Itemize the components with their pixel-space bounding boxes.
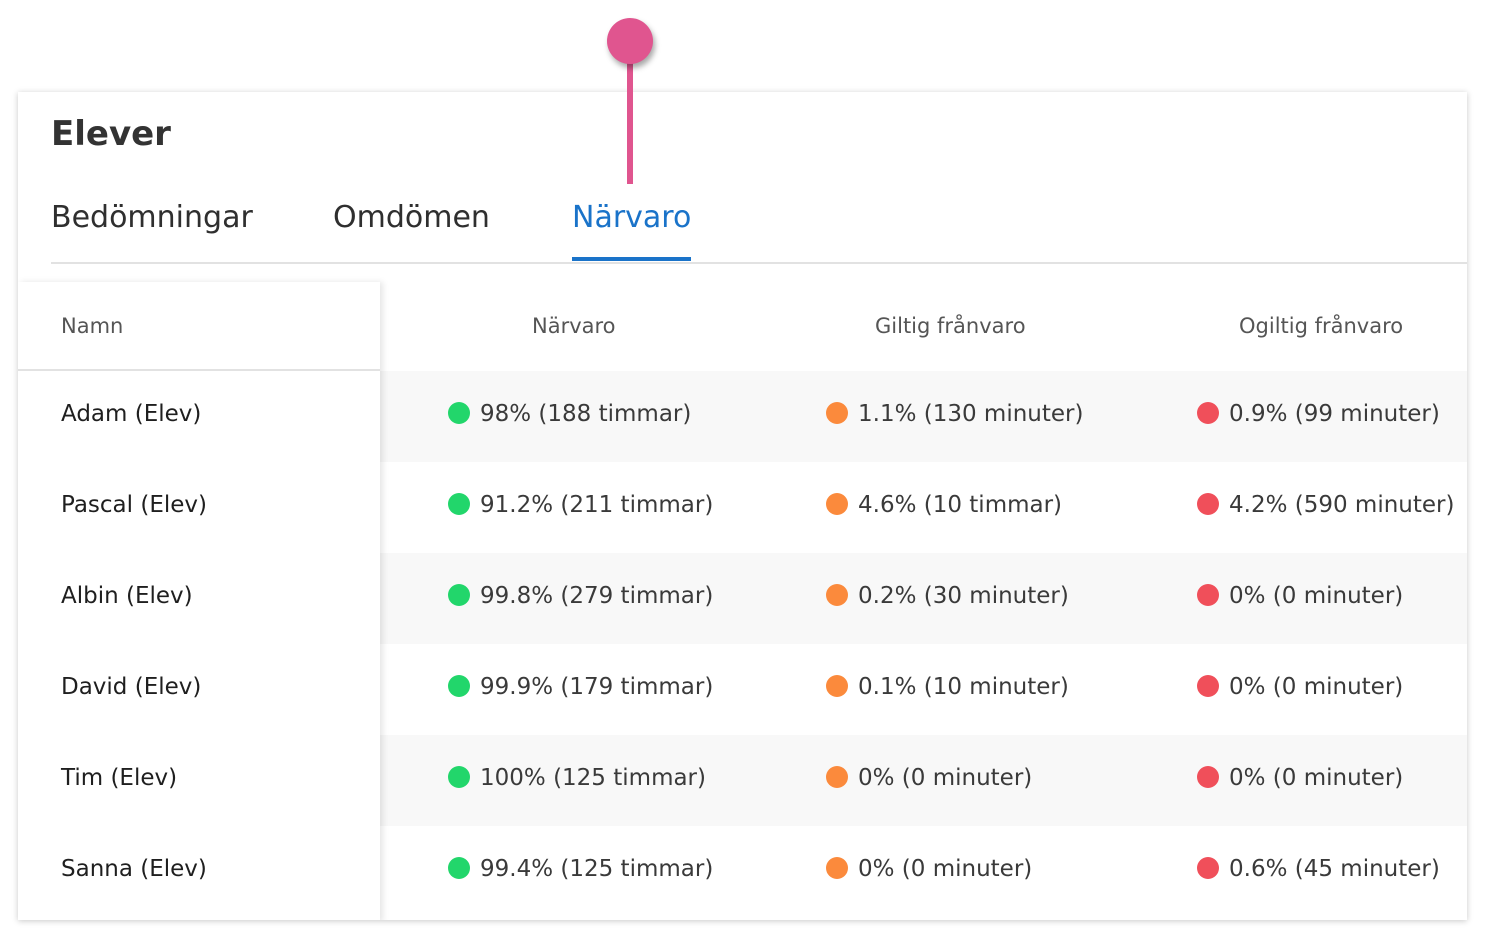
student-name[interactable]: Sanna (Elev) — [61, 856, 207, 882]
presence-cell: 99.4% (125 timmar) — [448, 856, 713, 882]
invalid-absence-cell: 0% (0 minuter) — [1197, 765, 1403, 791]
invalid-absence-value: 4.2% (590 minuter) — [1229, 492, 1455, 518]
presence-value: 99.4% (125 timmar) — [480, 856, 714, 882]
status-dot-icon — [1197, 402, 1219, 424]
tab-evaluations[interactable]: Omdömen — [333, 200, 490, 235]
pointer-marker-line — [627, 52, 633, 184]
student-name[interactable]: Albin (Elev) — [61, 583, 193, 609]
status-dot-icon — [448, 675, 470, 697]
valid-absence-value: 4.6% (10 timmar) — [858, 492, 1063, 518]
valid-absence-cell: 0.2% (30 minuter) — [826, 583, 1069, 609]
status-dot-icon — [1197, 675, 1219, 697]
name-column: Namn Adam (Elev) Pascal (Elev) Albin (Elev… — [18, 282, 380, 920]
status-dot-icon — [826, 402, 848, 424]
status-dot-icon — [448, 402, 470, 424]
presence-value: 100% (125 timmar) — [480, 765, 706, 791]
invalid-absence-cell: 0% (0 minuter) — [1197, 674, 1403, 700]
presence-value: 98% (188 timmar) — [480, 401, 692, 427]
invalid-absence-value: 0% (0 minuter) — [1229, 765, 1404, 791]
status-dot-icon — [448, 857, 470, 879]
tab-bar: Bedömningar Omdömen Närvaro — [51, 182, 1467, 264]
status-dot-icon — [1197, 857, 1219, 879]
status-dot-icon — [448, 584, 470, 606]
presence-cell: 99.8% (279 timmar) — [448, 583, 713, 609]
table-row[interactable]: 99.9% (179 timmar) 0.1% (10 minuter) 0% … — [18, 644, 1467, 735]
valid-absence-cell: 0.1% (10 minuter) — [826, 674, 1069, 700]
table-row[interactable]: 99.4% (125 timmar) 0% (0 minuter) 0.6% (… — [18, 826, 1467, 917]
status-dot-icon — [826, 584, 848, 606]
presence-value: 99.9% (179 timmar) — [480, 674, 714, 700]
divider — [18, 369, 380, 371]
presence-value: 99.8% (279 timmar) — [480, 583, 714, 609]
status-dot-icon — [448, 493, 470, 515]
valid-absence-cell: 1.1% (130 minuter) — [826, 401, 1083, 427]
presence-cell: 91.2% (211 timmar) — [448, 492, 713, 518]
presence-cell: 100% (125 timmar) — [448, 765, 706, 791]
attendance-table: Namn Adam (Elev) Pascal (Elev) Albin (Elev… — [18, 282, 1467, 920]
table-row[interactable]: 91.2% (211 timmar) 4.6% (10 timmar) 4.2%… — [18, 462, 1467, 553]
tab-assessments[interactable]: Bedömningar — [51, 200, 253, 235]
valid-absence-cell: 0% (0 minuter) — [826, 856, 1032, 882]
status-dot-icon — [826, 857, 848, 879]
student-name[interactable]: Adam (Elev) — [61, 401, 202, 427]
valid-absence-value: 0% (0 minuter) — [858, 765, 1033, 791]
status-dot-icon — [826, 675, 848, 697]
students-card: Elever Bedömningar Omdömen Närvaro Namn … — [18, 92, 1467, 920]
invalid-absence-value: 0.6% (45 minuter) — [1229, 856, 1440, 882]
student-name[interactable]: David (Elev) — [61, 674, 202, 700]
column-header-invalid-absence[interactable]: Ogiltig frånvaro — [1239, 314, 1404, 338]
invalid-absence-cell: 0% (0 minuter) — [1197, 583, 1403, 609]
presence-cell: 99.9% (179 timmar) — [448, 674, 713, 700]
invalid-absence-cell: 4.2% (590 minuter) — [1197, 492, 1454, 518]
status-dot-icon — [448, 766, 470, 788]
status-dot-icon — [826, 493, 848, 515]
column-header-name[interactable]: Namn — [61, 314, 124, 338]
student-name[interactable]: Tim (Elev) — [61, 765, 178, 791]
valid-absence-value: 1.1% (130 minuter) — [858, 401, 1084, 427]
tab-attendance[interactable]: Närvaro — [572, 200, 692, 261]
presence-cell: 98% (188 timmar) — [448, 401, 691, 427]
valid-absence-value: 0.1% (10 minuter) — [858, 674, 1069, 700]
invalid-absence-value: 0% (0 minuter) — [1229, 583, 1404, 609]
column-header-valid-absence[interactable]: Giltig frånvaro — [875, 314, 1026, 338]
presence-value: 91.2% (211 timmar) — [480, 492, 714, 518]
valid-absence-cell: 0% (0 minuter) — [826, 765, 1032, 791]
page-title: Elever — [51, 114, 171, 154]
valid-absence-value: 0% (0 minuter) — [858, 856, 1033, 882]
valid-absence-value: 0.2% (30 minuter) — [858, 583, 1069, 609]
invalid-absence-value: 0% (0 minuter) — [1229, 674, 1404, 700]
pointer-marker-dot — [607, 18, 653, 64]
invalid-absence-value: 0.9% (99 minuter) — [1229, 401, 1440, 427]
student-name[interactable]: Pascal (Elev) — [61, 492, 207, 518]
status-dot-icon — [826, 766, 848, 788]
status-dot-icon — [1197, 766, 1219, 788]
valid-absence-cell: 4.6% (10 timmar) — [826, 492, 1062, 518]
column-header-presence[interactable]: Närvaro — [532, 314, 616, 338]
invalid-absence-cell: 0.9% (99 minuter) — [1197, 401, 1440, 427]
status-dot-icon — [1197, 493, 1219, 515]
status-dot-icon — [1197, 584, 1219, 606]
invalid-absence-cell: 0.6% (45 minuter) — [1197, 856, 1440, 882]
